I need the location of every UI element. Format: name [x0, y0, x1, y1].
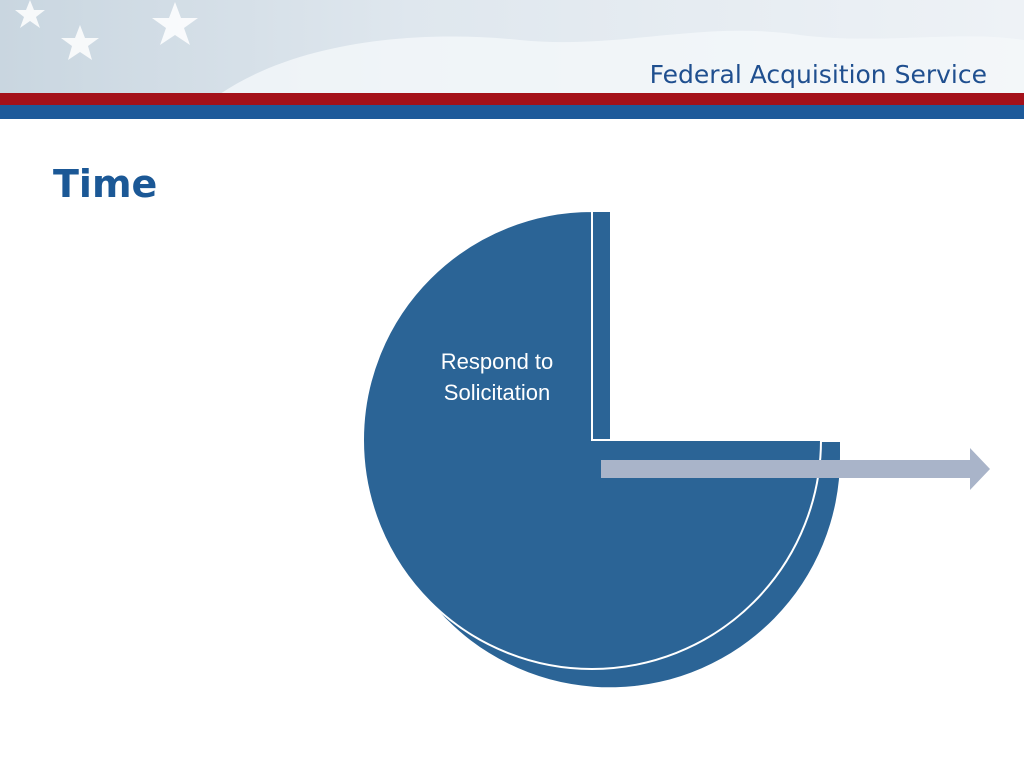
red-stripe: [0, 93, 1024, 105]
slide-title: Time: [53, 162, 158, 206]
segment-label: Respond to Solicitation: [440, 349, 554, 405]
pie-segment: [362, 209, 823, 670]
organization: Federal Acquisition Service: [649, 60, 987, 89]
flag-wave: [220, 30, 1024, 94]
blue-stripe: [0, 105, 1024, 119]
time-arrow: [601, 448, 990, 490]
stars: [15, 0, 198, 60]
